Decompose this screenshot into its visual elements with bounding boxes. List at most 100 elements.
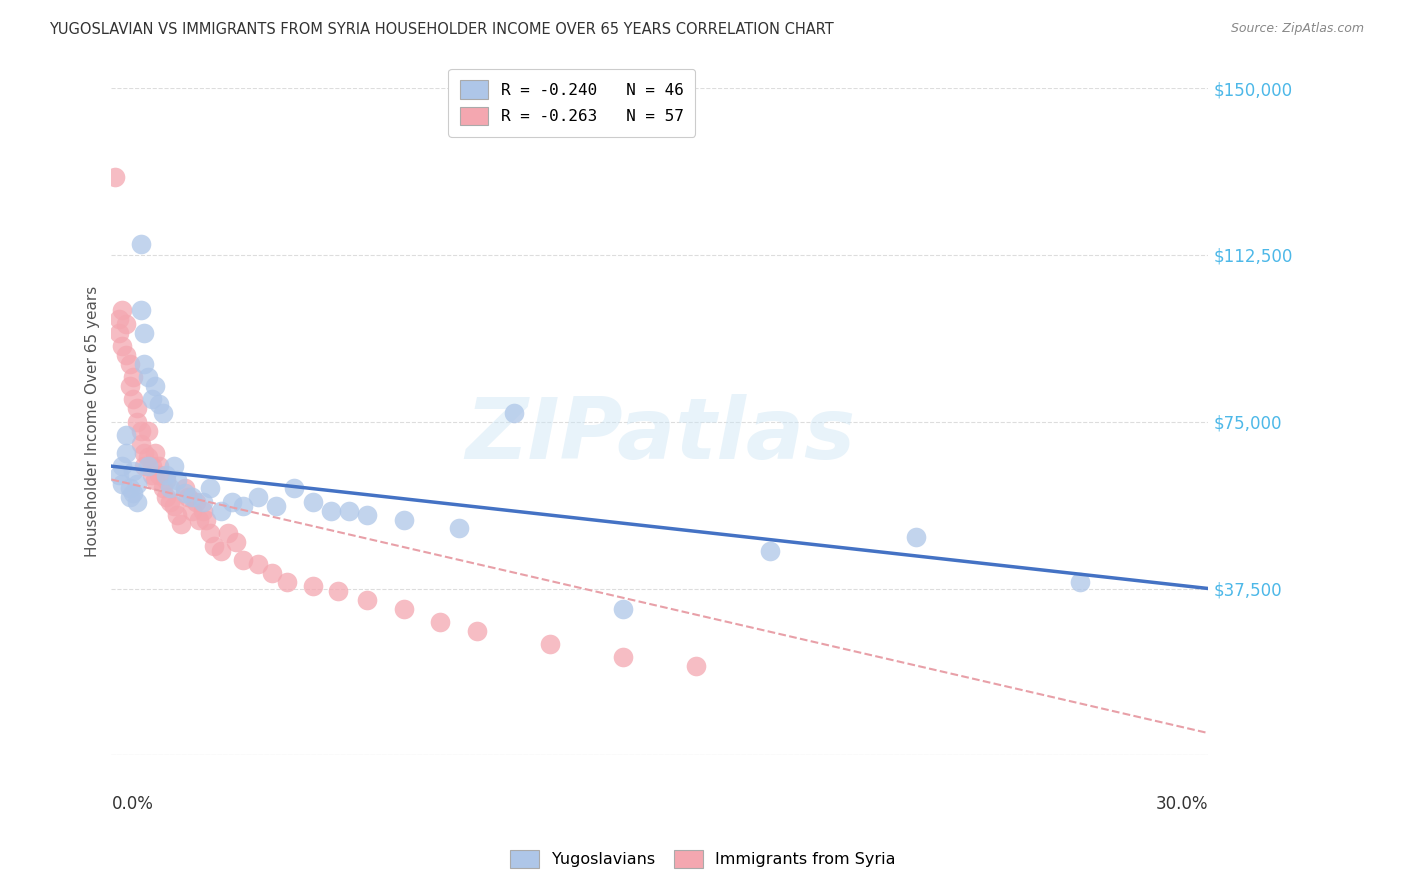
Point	[356, 508, 378, 522]
Point	[276, 574, 298, 589]
Point	[198, 482, 221, 496]
Point	[115, 348, 138, 362]
Point	[122, 370, 145, 384]
Point	[612, 650, 634, 665]
Point	[134, 357, 156, 371]
Point	[125, 477, 148, 491]
Text: ZIPatlas: ZIPatlas	[465, 393, 855, 476]
Point	[209, 543, 232, 558]
Point	[129, 424, 152, 438]
Point	[264, 499, 287, 513]
Point	[155, 473, 177, 487]
Point	[326, 583, 349, 598]
Point	[170, 516, 193, 531]
Point	[465, 624, 488, 638]
Point	[232, 499, 254, 513]
Point	[685, 659, 707, 673]
Point	[173, 482, 195, 496]
Point	[217, 525, 239, 540]
Text: 0.0%: 0.0%	[111, 796, 153, 814]
Point	[104, 169, 127, 184]
Point	[447, 521, 470, 535]
Point	[111, 459, 134, 474]
Point	[136, 370, 159, 384]
Point	[143, 379, 166, 393]
Point	[758, 543, 780, 558]
Point	[125, 415, 148, 429]
Point	[107, 312, 129, 326]
Point	[301, 495, 323, 509]
Point	[502, 406, 524, 420]
Point	[392, 512, 415, 526]
Point	[141, 468, 163, 483]
Point	[221, 495, 243, 509]
Point	[134, 459, 156, 474]
Point	[159, 482, 181, 496]
Point	[141, 459, 163, 474]
Point	[155, 468, 177, 483]
Text: 30.0%: 30.0%	[1156, 796, 1208, 814]
Point	[538, 637, 561, 651]
Point	[166, 473, 188, 487]
Point	[129, 437, 152, 451]
Point	[173, 486, 195, 500]
Point	[429, 615, 451, 629]
Point	[148, 468, 170, 483]
Point	[225, 534, 247, 549]
Point	[904, 530, 927, 544]
Point	[122, 486, 145, 500]
Point	[118, 379, 141, 393]
Point	[129, 303, 152, 318]
Point	[283, 482, 305, 496]
Point	[191, 495, 214, 509]
Point	[159, 495, 181, 509]
Point	[136, 450, 159, 465]
Point	[118, 357, 141, 371]
Point	[136, 459, 159, 474]
Point	[337, 503, 360, 517]
Point	[184, 495, 207, 509]
Y-axis label: Householder Income Over 65 years: Householder Income Over 65 years	[86, 286, 100, 558]
Point	[612, 601, 634, 615]
Point	[246, 557, 269, 571]
Point	[118, 491, 141, 505]
Point	[162, 499, 184, 513]
Text: YUGOSLAVIAN VS IMMIGRANTS FROM SYRIA HOUSEHOLDER INCOME OVER 65 YEARS CORRELATIO: YUGOSLAVIAN VS IMMIGRANTS FROM SYRIA HOU…	[49, 22, 834, 37]
Point	[129, 236, 152, 251]
Point	[134, 446, 156, 460]
Point	[111, 339, 134, 353]
Point	[115, 446, 138, 460]
Point	[301, 579, 323, 593]
Point	[107, 468, 129, 483]
Point	[111, 303, 134, 318]
Point	[188, 512, 211, 526]
Point	[198, 525, 221, 540]
Point	[356, 592, 378, 607]
Point	[115, 317, 138, 331]
Point	[122, 392, 145, 407]
Point	[155, 491, 177, 505]
Point	[118, 482, 141, 496]
Point	[148, 397, 170, 411]
Text: Source: ZipAtlas.com: Source: ZipAtlas.com	[1230, 22, 1364, 36]
Point	[1069, 574, 1091, 589]
Point	[180, 491, 202, 505]
Legend: Yugoslavians, Immigrants from Syria: Yugoslavians, Immigrants from Syria	[499, 838, 907, 880]
Point	[209, 503, 232, 517]
Point	[148, 459, 170, 474]
Point	[262, 566, 284, 580]
Point	[125, 495, 148, 509]
Point	[319, 503, 342, 517]
Point	[115, 428, 138, 442]
Point	[136, 424, 159, 438]
Point	[177, 491, 200, 505]
Point	[166, 508, 188, 522]
Point	[202, 539, 225, 553]
Point	[246, 491, 269, 505]
Point	[191, 503, 214, 517]
Point	[152, 406, 174, 420]
Point	[143, 446, 166, 460]
Point	[180, 503, 202, 517]
Point	[195, 512, 218, 526]
Point	[125, 401, 148, 416]
